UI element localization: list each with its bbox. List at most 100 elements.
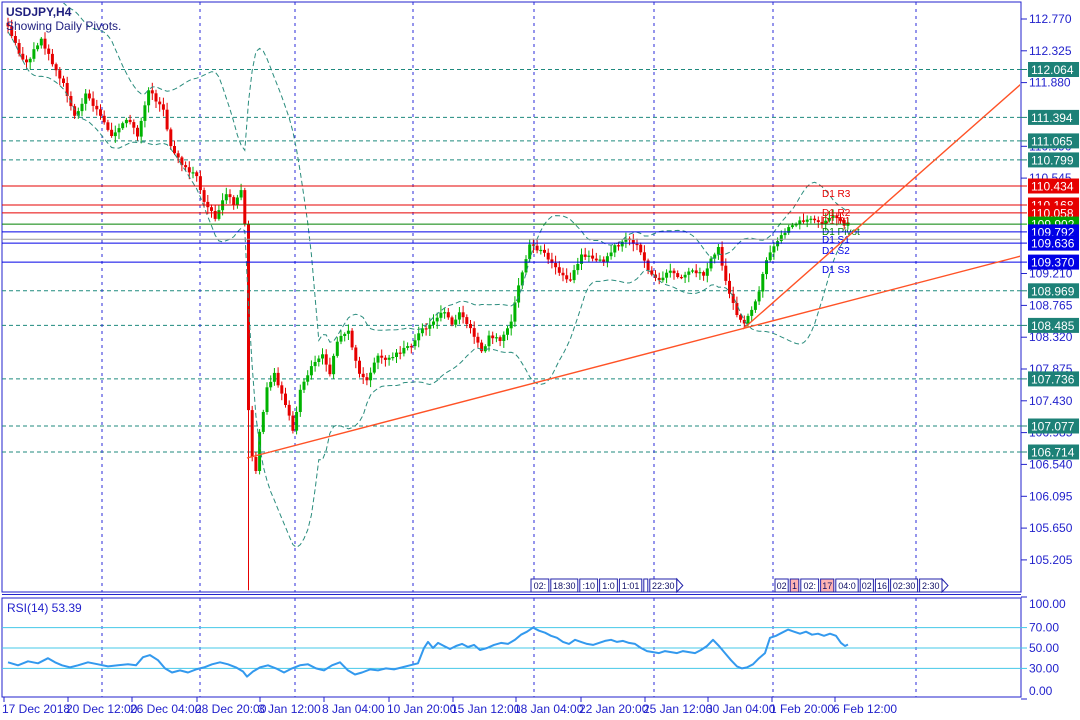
candle-body (150, 90, 154, 94)
candle-body (587, 255, 591, 257)
trendlines-layer (246, 83, 1021, 459)
candle-body (443, 312, 447, 314)
candle-body (132, 122, 136, 128)
candle-body (461, 312, 465, 318)
candle-body (62, 78, 65, 83)
candle-body (121, 123, 125, 129)
candle-body (550, 259, 554, 263)
candle-body (591, 255, 595, 259)
symbol-title: USDJPY,H4 (6, 5, 72, 19)
candle-body (676, 273, 680, 277)
event-tag[interactable] (618, 578, 643, 593)
price-label-box (1028, 178, 1079, 194)
candle-body (395, 352, 398, 357)
candle-body (235, 197, 239, 205)
candle-body (705, 268, 709, 276)
event-tag-text: 17 (822, 581, 832, 591)
pivot-line-label: D1 Pivot (822, 227, 860, 238)
candle-body (720, 247, 724, 266)
candle-body (539, 249, 543, 252)
event-tag-arrow (676, 577, 684, 594)
event-tag[interactable] (530, 578, 550, 593)
candle-body (535, 245, 539, 251)
candle-body (772, 246, 776, 253)
candle-body (668, 270, 672, 273)
rsi-scale-label: 50.00 (1029, 641, 1059, 655)
candle-body (435, 317, 439, 322)
event-tag-text: 02 (777, 581, 787, 591)
candle-body (269, 381, 273, 388)
candle-body (787, 227, 791, 233)
event-tag[interactable] (890, 578, 919, 593)
event-tag[interactable] (835, 578, 859, 593)
candle-body (805, 219, 809, 222)
candle-body (694, 270, 698, 274)
candle-body (506, 328, 509, 335)
candle-body (398, 352, 402, 354)
candle-body (439, 312, 443, 318)
price-axis-label: 107.430 (1029, 394, 1073, 408)
candle-body (739, 314, 743, 320)
candle-body (735, 303, 739, 315)
event-tag-text: 02:30 (893, 581, 916, 591)
event-tag[interactable] (774, 578, 789, 593)
candle-body (187, 167, 191, 173)
candle-body (217, 210, 221, 219)
candle-body (716, 247, 720, 255)
candle-body (831, 215, 835, 218)
trendline[interactable] (246, 255, 1021, 459)
rsi-scale-label: 70.00 (1029, 621, 1059, 635)
event-tag[interactable] (820, 578, 835, 593)
event-tag[interactable] (800, 578, 820, 593)
event-tag-text: :10 (582, 581, 595, 591)
price-label-box (1028, 418, 1079, 434)
candle-body (617, 245, 620, 247)
candle-body (328, 364, 332, 375)
candle-body (432, 321, 435, 325)
candle-body (32, 49, 36, 59)
candle-body (250, 410, 254, 457)
event-tag[interactable] (643, 578, 649, 593)
candle-body (298, 389, 302, 412)
candle-body (191, 172, 195, 174)
candle-body (683, 274, 687, 278)
trendline[interactable] (742, 83, 1021, 330)
event-tag[interactable] (874, 578, 890, 593)
time-axis-label: 15 Jan 12:00 (451, 702, 521, 716)
candle-body (313, 362, 317, 367)
band-upper (62, 3, 849, 343)
candle-body (839, 218, 842, 221)
pivot-line-label: D1 R3 (822, 189, 851, 200)
candle-body (95, 105, 99, 110)
candle-body (306, 375, 310, 382)
candle-body (224, 194, 228, 201)
event-tag[interactable] (579, 578, 599, 593)
candle-body (10, 26, 14, 36)
candle-body (280, 385, 284, 394)
rsi-scale-label: 0.00 (1029, 684, 1053, 698)
price-label-box (1028, 317, 1079, 333)
candle-body (117, 128, 121, 133)
candle-body (631, 240, 635, 244)
event-tag[interactable] (859, 578, 874, 593)
candle-body (580, 254, 583, 264)
candle-body (746, 315, 750, 324)
candle-body (243, 190, 247, 225)
time-axis-label: 17 Dec 2018 (2, 702, 70, 716)
event-tag[interactable] (550, 578, 579, 593)
candle-body (598, 259, 602, 261)
event-tag[interactable] (599, 578, 618, 593)
candle-body (6, 22, 10, 27)
candle-body (665, 272, 669, 278)
candle-body (287, 404, 291, 416)
candle-body (709, 258, 713, 269)
candle-body (650, 270, 654, 275)
candle-body (543, 249, 546, 253)
candle-body (17, 43, 21, 54)
candle-body (661, 277, 665, 281)
candle-body (106, 122, 110, 130)
time-axis-label: 28 Dec 20:00 (195, 702, 267, 716)
candle-body (102, 115, 106, 123)
event-tag[interactable] (789, 578, 800, 593)
